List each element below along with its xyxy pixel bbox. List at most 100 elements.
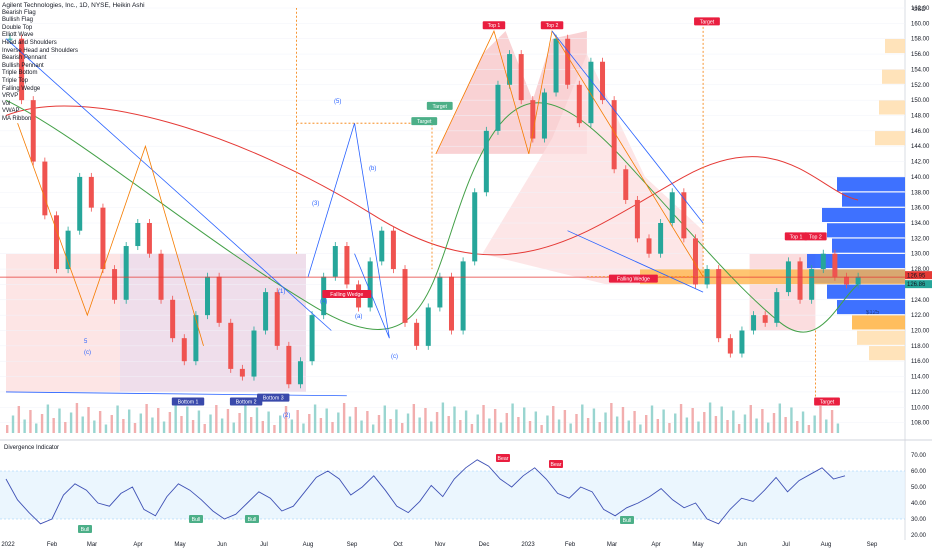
volume-bar-336 xyxy=(656,419,660,433)
candle-53 xyxy=(623,169,629,200)
volume-bar-291 xyxy=(569,423,572,433)
ind-annotation-3: Bull xyxy=(620,516,634,524)
volume-bar-78 xyxy=(157,408,160,433)
y-tick-14: 136.00 xyxy=(911,206,930,212)
candle-59 xyxy=(692,238,698,285)
annotation-label-9: Bottom 3 xyxy=(257,393,290,402)
annotation-label-5: Falling Wedge xyxy=(608,274,658,283)
candle-68 xyxy=(797,261,803,300)
volume-bar-246 xyxy=(482,405,485,433)
legend-indicator-10[interactable]: Falling Wedge xyxy=(2,85,41,92)
candle-72 xyxy=(844,276,850,285)
legend-indicator-8[interactable]: Triple Bottom xyxy=(2,70,38,77)
legend-indicator-3[interactable]: Elliott Wave xyxy=(2,32,34,39)
volume-bar-270 xyxy=(528,421,532,433)
candle-17 xyxy=(205,276,211,316)
volume-bar-51 xyxy=(104,424,108,433)
annotation-text-3: Target xyxy=(433,104,448,110)
volume-bar-420 xyxy=(819,406,822,433)
candle-71 xyxy=(832,253,838,277)
legend-indicator-5[interactable]: Inverse Head and Shoulders xyxy=(2,47,79,54)
candle-48 xyxy=(565,38,571,85)
volume-bar-243 xyxy=(476,414,479,433)
annotation-text-2: Target xyxy=(700,19,715,25)
legend-indicator-14[interactable]: MA Ribbon xyxy=(2,115,32,122)
volume-bar-264 xyxy=(517,417,520,433)
volume-bar-369 xyxy=(720,406,723,433)
candle-15 xyxy=(181,338,187,362)
volume-bar-201 xyxy=(395,409,398,433)
candle-41 xyxy=(483,130,489,193)
x-tick-19: Aug xyxy=(821,542,832,548)
legend-indicator-12[interactable]: Vol xyxy=(2,100,11,107)
volume-bar-234 xyxy=(459,420,462,433)
price-target-label: $125 xyxy=(866,310,880,316)
ind-annotation-bg-3 xyxy=(620,516,634,524)
volume-bar-174 xyxy=(342,403,346,433)
volume-bar-378 xyxy=(737,424,741,433)
ind-annotation-text-2: Bull xyxy=(248,517,257,523)
volume-bar-12 xyxy=(29,410,32,433)
candle-47 xyxy=(553,38,559,93)
volume-bar-222 xyxy=(435,412,439,433)
ind-annotation-bg-1 xyxy=(189,515,203,523)
candle-73 xyxy=(855,276,861,285)
volume-bar-132 xyxy=(261,421,264,433)
x-tick-1: Feb xyxy=(47,542,58,548)
volume-bar-279 xyxy=(546,415,549,433)
volume-bar-273 xyxy=(534,411,538,433)
volume-bar-57 xyxy=(116,405,119,433)
candle-6 xyxy=(77,176,83,231)
candle-63 xyxy=(739,330,745,354)
legend-indicator-7[interactable]: Bullish Pennant xyxy=(2,62,44,69)
legend-indicator-4[interactable]: Head and Shoulders xyxy=(2,39,57,46)
volume-bar-189 xyxy=(371,424,375,433)
candle-22 xyxy=(263,292,269,331)
y-tick-22: 152.00 xyxy=(911,83,930,89)
legend-indicator-2[interactable]: Double Top xyxy=(2,24,33,31)
volume-bar-144 xyxy=(284,406,288,433)
annotation-text-5: Falling Wedge xyxy=(617,277,650,283)
volume-bar-102 xyxy=(203,424,206,433)
volume-bar-81 xyxy=(162,421,166,433)
legend-indicator-13[interactable]: VWAP xyxy=(2,108,20,115)
price-tag-second-text: 126.86 xyxy=(907,282,926,288)
x-tick-18: Jul xyxy=(782,542,790,548)
target-dotted-2 xyxy=(586,23,704,278)
volume-bar-414 xyxy=(807,425,811,433)
annotation-bg-10 xyxy=(784,232,808,241)
legend-indicator-11[interactable]: VRVP xyxy=(2,93,19,100)
volume-bar-354 xyxy=(691,408,694,433)
candle-2 xyxy=(30,100,36,162)
annotation-text-0: Top 1 xyxy=(488,23,501,29)
ind-annotation-4: Bear xyxy=(496,454,510,462)
wave-label-17: (5) xyxy=(334,99,341,105)
legend-indicator-6[interactable]: Bearish Pennant xyxy=(2,55,47,62)
volume-bar-411 xyxy=(801,411,805,433)
vrvp-bar-2 xyxy=(822,207,905,222)
y-tick-26: 160.00 xyxy=(911,21,930,27)
price-tag-current xyxy=(905,271,932,280)
volume-bar-384 xyxy=(749,405,752,433)
volume-bar-162 xyxy=(319,418,323,433)
candle-45 xyxy=(530,100,536,139)
legend-indicator-1[interactable]: Bullish Flag xyxy=(2,17,34,24)
x-tick-15: Apr xyxy=(651,542,660,548)
legend-indicator-9[interactable]: Triple Top xyxy=(2,77,29,84)
zigzag-orange-2 xyxy=(435,29,704,277)
volume-bar-18 xyxy=(40,414,44,433)
legend-indicator-0[interactable]: Bearish Flag xyxy=(2,9,36,16)
volume-bar-342 xyxy=(668,423,671,433)
volume-bar-348 xyxy=(679,404,683,433)
annotation-bg-8 xyxy=(229,397,263,406)
x-tick-8: Sep xyxy=(347,542,358,548)
volume-bar-87 xyxy=(174,402,177,433)
y-tick-6: 120.00 xyxy=(911,329,930,335)
volume-bar-0 xyxy=(6,425,9,433)
volume-bar-327 xyxy=(639,424,642,433)
volume-bar-228 xyxy=(447,416,450,433)
annotation-bg-3 xyxy=(426,101,453,110)
vrvp-bar-15 xyxy=(875,130,905,146)
volume-bar-321 xyxy=(627,420,630,433)
